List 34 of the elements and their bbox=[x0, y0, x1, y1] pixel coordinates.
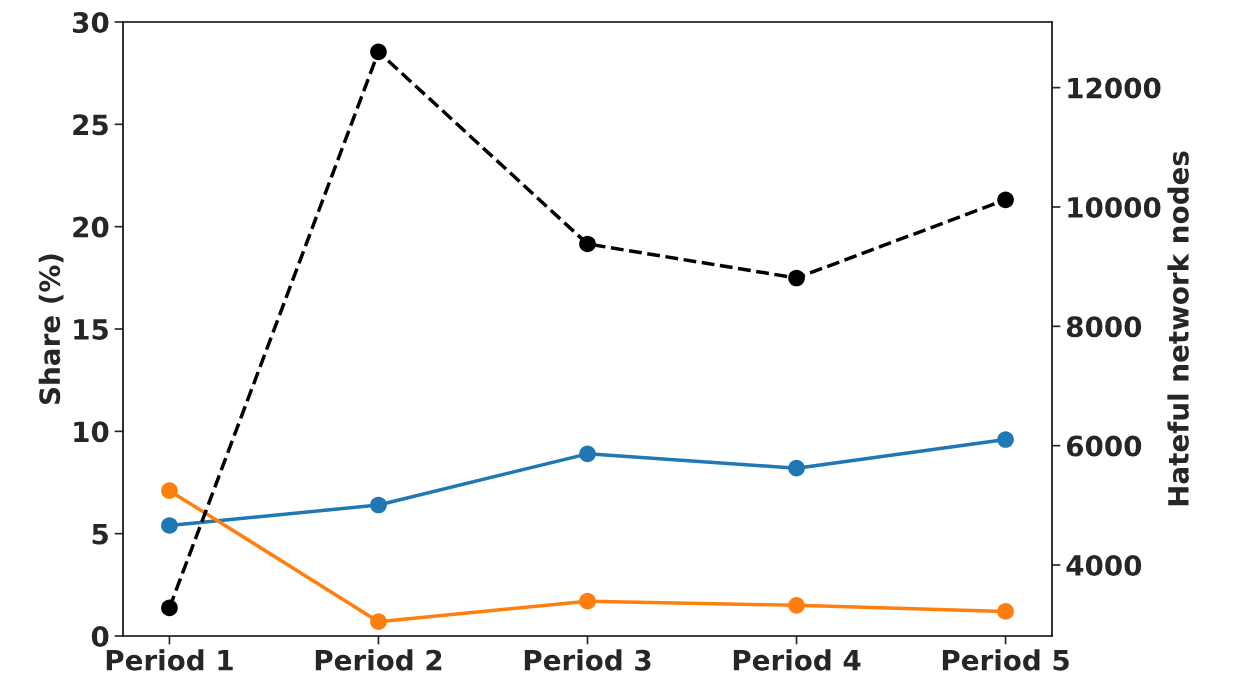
point bbox=[997, 191, 1014, 209]
y-tick-label: 25 bbox=[73, 114, 108, 136]
y2-tick-label: 10000 bbox=[1068, 196, 1161, 218]
point bbox=[370, 43, 387, 61]
y2-tick-label: 12000 bbox=[1068, 77, 1161, 99]
point bbox=[788, 596, 805, 614]
y2-tick-label: 4000 bbox=[1066, 554, 1142, 576]
point bbox=[579, 445, 596, 463]
point bbox=[370, 496, 387, 514]
y-tick-label: 20 bbox=[73, 216, 109, 238]
point bbox=[161, 517, 178, 534]
point bbox=[161, 599, 178, 617]
point bbox=[997, 431, 1014, 448]
point bbox=[579, 592, 596, 610]
y2-axis-title: Hateful network nodes bbox=[1167, 151, 1189, 506]
y-axis-title: Share (%) bbox=[38, 254, 64, 404]
point bbox=[579, 235, 596, 253]
x-tick-label: Period 2 bbox=[315, 649, 442, 671]
y-tick-label: 0 bbox=[91, 625, 109, 647]
x-tick-label: Period 3 bbox=[524, 649, 651, 671]
x-tick-label: Period 4 bbox=[733, 649, 861, 671]
y-tick-label: 5 bbox=[92, 523, 108, 545]
y2-tick-label: 6000 bbox=[1066, 435, 1142, 457]
point bbox=[788, 459, 805, 477]
y2-tick-label: 8000 bbox=[1066, 316, 1142, 338]
point bbox=[997, 603, 1014, 620]
point bbox=[788, 269, 805, 287]
y-tick-label: 15 bbox=[74, 319, 108, 340]
point bbox=[161, 482, 178, 500]
y-tick-label: 30 bbox=[73, 11, 109, 33]
y-tick-label: 10 bbox=[74, 421, 109, 443]
point bbox=[370, 613, 387, 631]
x-tick-label: Period 1 bbox=[106, 649, 233, 671]
x-tick-label: Period 5 bbox=[942, 649, 1069, 671]
